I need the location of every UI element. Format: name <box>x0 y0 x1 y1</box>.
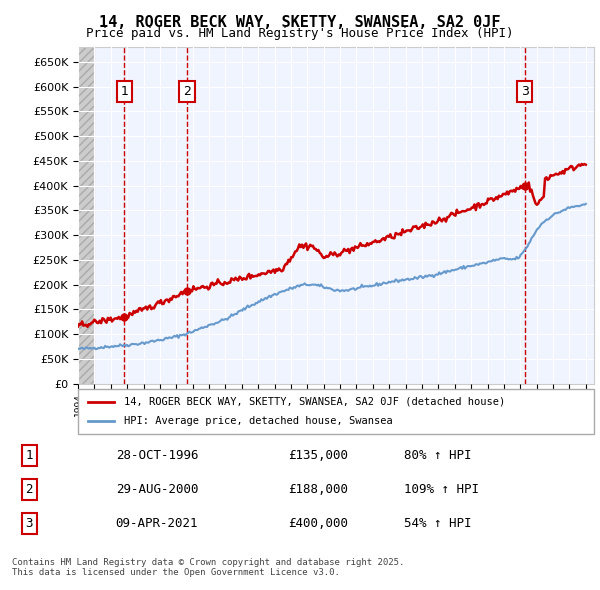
Text: Contains HM Land Registry data © Crown copyright and database right 2025.
This d: Contains HM Land Registry data © Crown c… <box>12 558 404 577</box>
Text: 54% ↑ HPI: 54% ↑ HPI <box>404 517 471 530</box>
Text: £135,000: £135,000 <box>289 449 349 462</box>
Bar <box>78 47 94 384</box>
FancyBboxPatch shape <box>78 389 594 434</box>
Text: 1: 1 <box>26 449 33 462</box>
Text: 80% ↑ HPI: 80% ↑ HPI <box>404 449 471 462</box>
Text: 109% ↑ HPI: 109% ↑ HPI <box>404 483 479 496</box>
Text: Price paid vs. HM Land Registry's House Price Index (HPI): Price paid vs. HM Land Registry's House … <box>86 27 514 40</box>
Text: 14, ROGER BECK WAY, SKETTY, SWANSEA, SA2 0JF: 14, ROGER BECK WAY, SKETTY, SWANSEA, SA2… <box>99 15 501 30</box>
Text: 14, ROGER BECK WAY, SKETTY, SWANSEA, SA2 0JF (detached house): 14, ROGER BECK WAY, SKETTY, SWANSEA, SA2… <box>124 397 506 407</box>
Text: 2: 2 <box>26 483 33 496</box>
Text: £400,000: £400,000 <box>289 517 349 530</box>
Bar <box>78 47 94 384</box>
Text: 09-APR-2021: 09-APR-2021 <box>116 517 198 530</box>
Text: HPI: Average price, detached house, Swansea: HPI: Average price, detached house, Swan… <box>124 417 393 426</box>
Text: 28-OCT-1996: 28-OCT-1996 <box>116 449 198 462</box>
Text: 3: 3 <box>521 85 529 98</box>
Text: £188,000: £188,000 <box>289 483 349 496</box>
Text: 3: 3 <box>26 517 33 530</box>
Text: 1: 1 <box>121 85 128 98</box>
Text: 2: 2 <box>183 85 191 98</box>
Text: 29-AUG-2000: 29-AUG-2000 <box>116 483 198 496</box>
